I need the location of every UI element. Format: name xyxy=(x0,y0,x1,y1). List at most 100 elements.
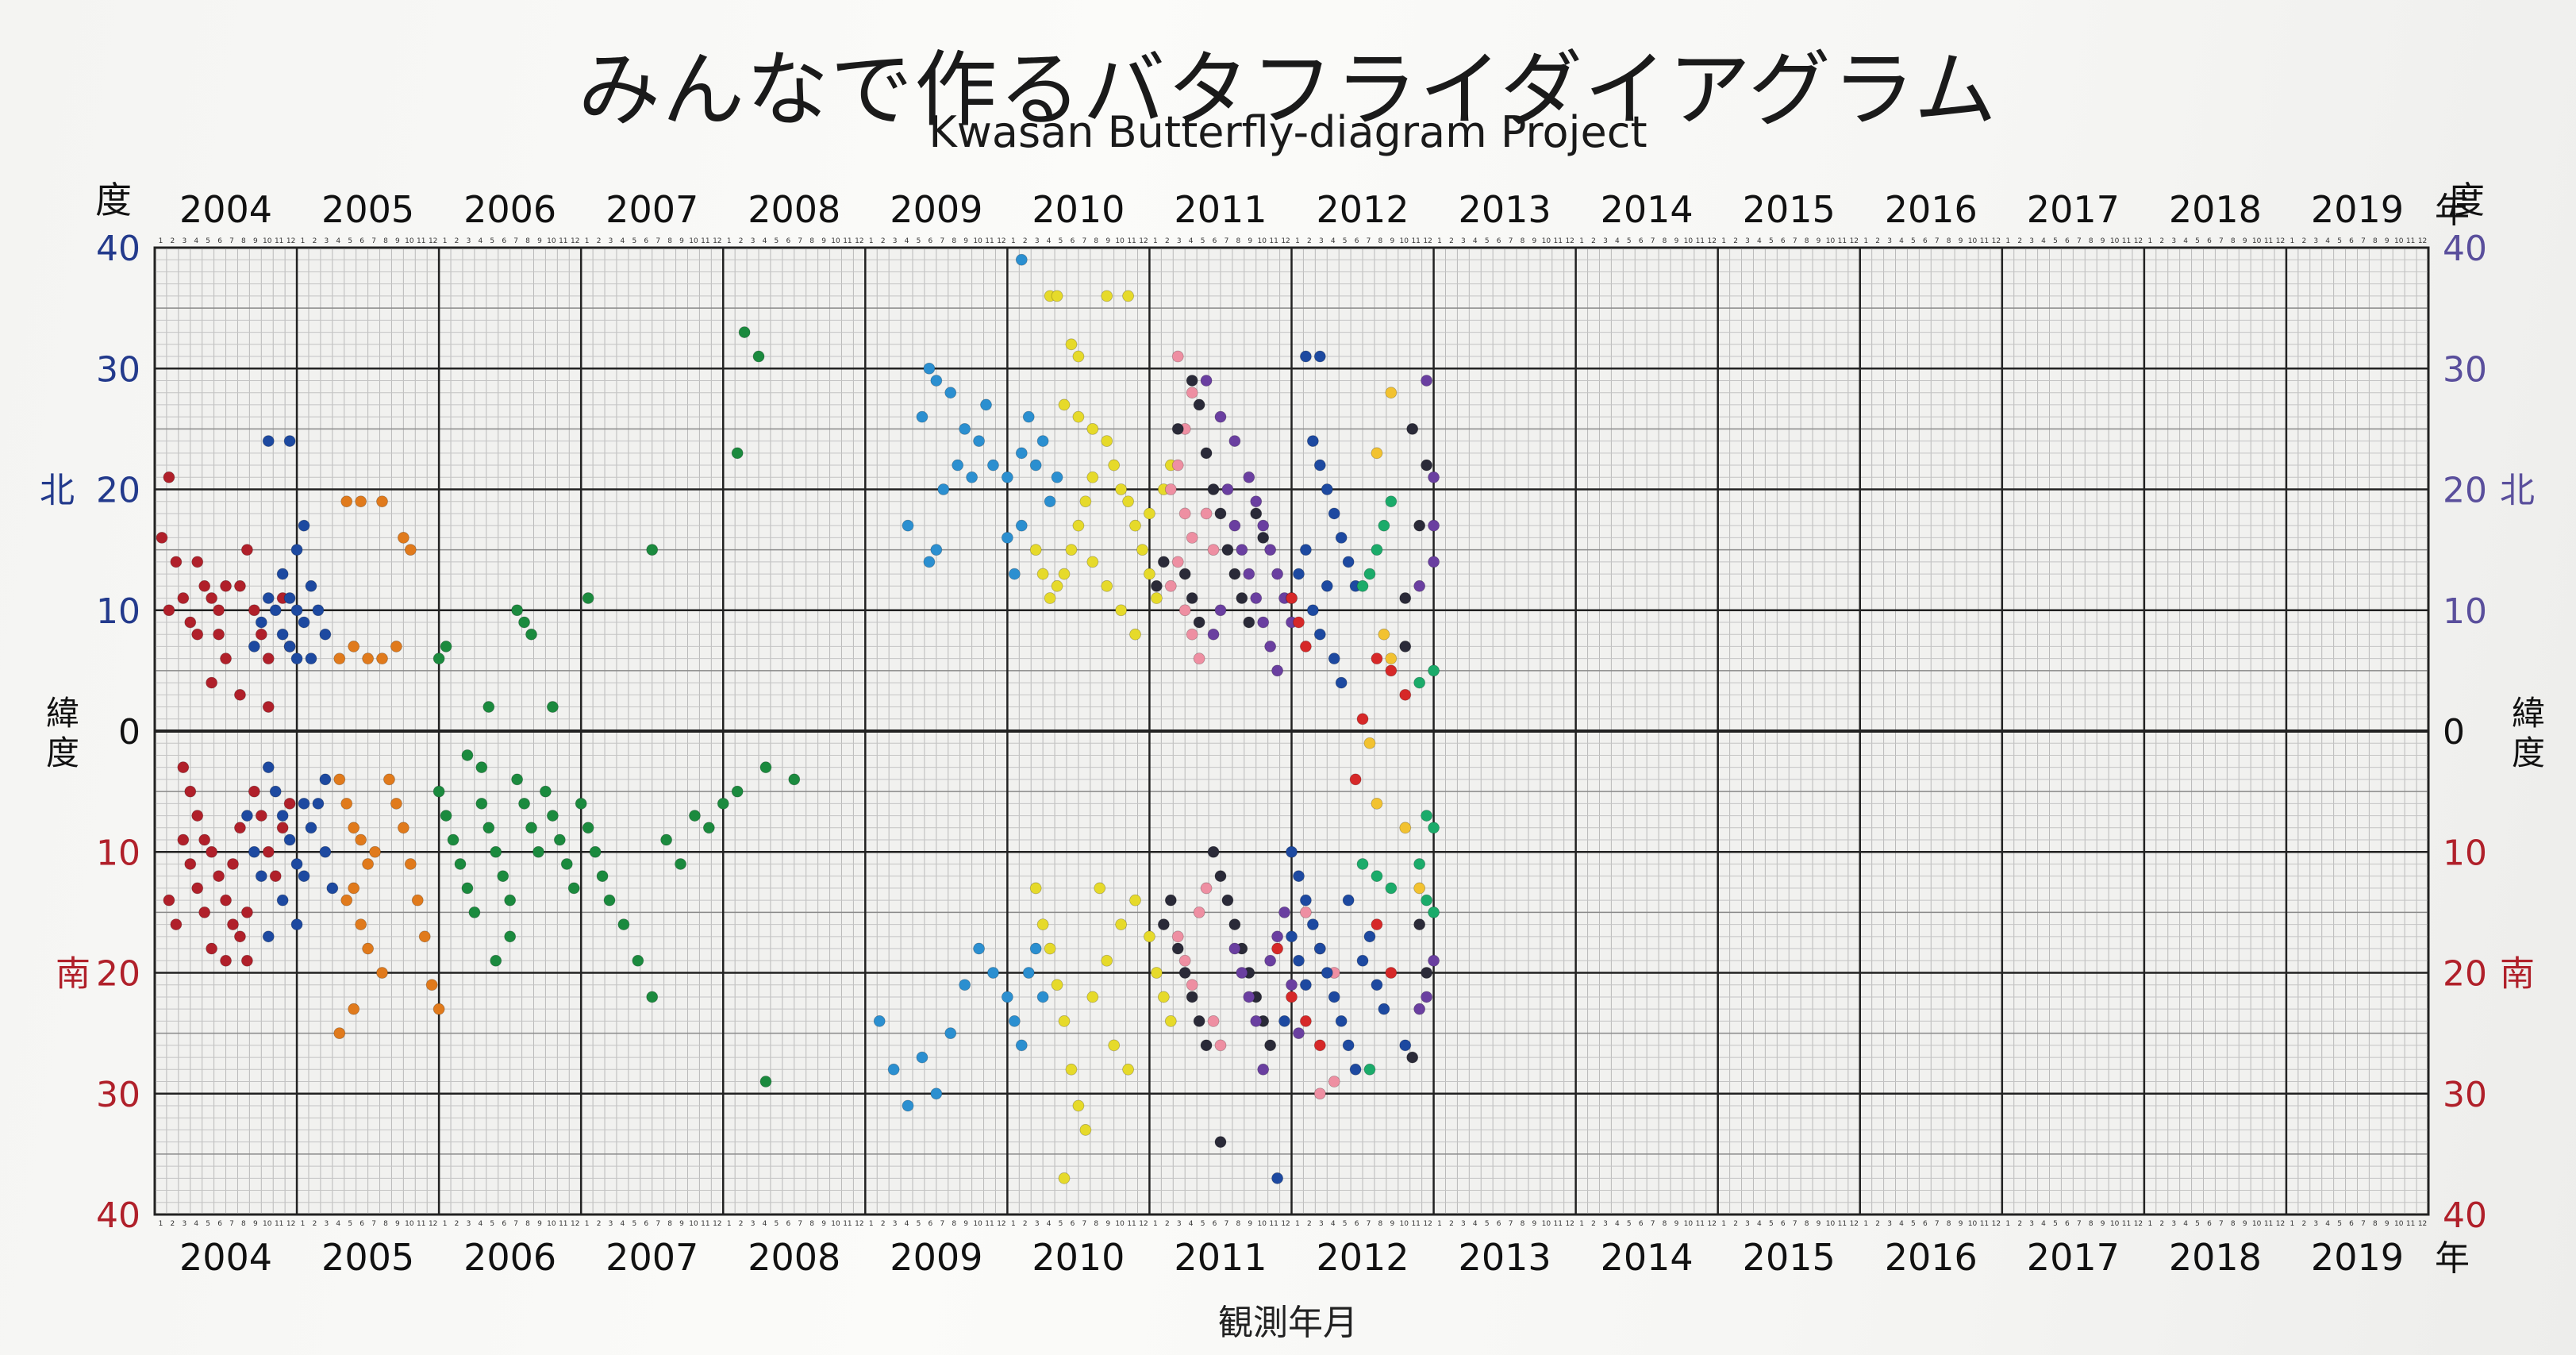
month-tick-label: 8 xyxy=(1947,237,1951,245)
month-tick-label: 3 xyxy=(1319,1220,1324,1228)
month-tick-label: 6 xyxy=(359,1220,364,1228)
sunspot-dot xyxy=(1371,544,1383,556)
sunspot-dot xyxy=(1065,1063,1078,1076)
sunspot-dot xyxy=(1399,1039,1412,1052)
month-tick-label: 4 xyxy=(478,1220,483,1228)
sunspot-dot xyxy=(1271,568,1283,580)
sunspot-dot xyxy=(1349,1063,1362,1076)
sunspot-dot xyxy=(1257,532,1270,544)
month-tick-label: 2 xyxy=(1733,237,1738,245)
sunspot-dot xyxy=(177,833,190,846)
month-tick-label: 4 xyxy=(2041,1220,2046,1228)
month-tick-label: 7 xyxy=(1509,237,1513,245)
sunspot-dot xyxy=(952,459,964,472)
sunspot-dot xyxy=(440,641,452,652)
sunspot-dot xyxy=(1214,870,1227,883)
year-label-bottom: 2017 xyxy=(2027,1236,2120,1279)
sunspot-dot xyxy=(646,544,659,556)
month-tick-label: 12 xyxy=(713,1220,721,1228)
sunspot-dot xyxy=(1086,991,1099,1003)
sunspot-dot xyxy=(930,375,943,387)
month-tick-label: 10 xyxy=(689,237,698,245)
sunspot-dot xyxy=(1193,398,1205,411)
sunspot-dot xyxy=(312,797,325,810)
lat-tick-left: 30 xyxy=(96,349,140,390)
sunspot-dot xyxy=(156,532,168,544)
lat-tick-left: 10 xyxy=(96,833,140,873)
lat-tick-right: 40 xyxy=(2443,1195,2487,1236)
sunspot-dot xyxy=(240,544,253,556)
month-tick-label: 4 xyxy=(1331,1220,1336,1228)
month-tick-label: 2 xyxy=(1023,1220,1028,1228)
month-tick-label: 11 xyxy=(2122,237,2131,245)
year-label-bottom: 2018 xyxy=(2169,1236,2262,1279)
month-tick-label: 12 xyxy=(997,237,1005,245)
sunspot-dot xyxy=(575,797,587,810)
month-ticks-top: 1 2 3 4 5 6 7 8 9 10 11 12 1 2 3 4 5 6 7 8 9 10 11 12 1 2 3 4 5 6 7 8 9 1… xyxy=(159,237,2428,245)
sunspot-dot xyxy=(177,761,190,774)
month-tick-label: 6 xyxy=(1923,1220,1928,1228)
sunspot-dot xyxy=(1378,519,1390,532)
month-tick-label: 2 xyxy=(597,237,602,245)
sunspot-dot xyxy=(404,858,417,870)
sunspot-dot xyxy=(504,894,517,907)
month-tick-label: 2 xyxy=(2301,237,2306,245)
month-tick-label: 5 xyxy=(632,237,636,245)
sunspot-dot xyxy=(1371,797,1383,810)
sunspot-dot xyxy=(362,858,374,870)
sunspot-dot xyxy=(980,398,992,411)
sunspot-dot xyxy=(916,1051,929,1064)
month-tick-label: 9 xyxy=(1248,1220,1252,1228)
month-tick-label: 6 xyxy=(217,1220,222,1228)
sunspot-dot xyxy=(1313,1087,1326,1100)
sunspot-dot xyxy=(1271,942,1283,955)
lat-labels-right: 40 30 20 10 0 10 20 30 40 xyxy=(2443,229,2487,1236)
sunspot-dot xyxy=(1399,688,1412,701)
month-tick-label: 1 xyxy=(2147,1220,2152,1228)
month-tick-label: 7 xyxy=(2219,237,2224,245)
sunspot-dot xyxy=(873,1015,886,1027)
sunspot-dot xyxy=(290,604,303,617)
month-tick-label: 3 xyxy=(2171,1220,2176,1228)
sunspot-dot xyxy=(227,858,239,870)
sunspot-dot xyxy=(589,845,602,858)
month-tick-label: 8 xyxy=(1236,237,1240,245)
sunspot-dot xyxy=(1115,604,1128,617)
month-tick-label: 11 xyxy=(1127,237,1136,245)
month-tick-label: 5 xyxy=(2195,237,2200,245)
sunspot-dot xyxy=(1421,810,1433,822)
month-tick-label: 3 xyxy=(1603,237,1608,245)
month-tick-label: 3 xyxy=(1319,237,1324,245)
year-label-bottom: 2013 xyxy=(1459,1236,1551,1279)
sunspot-dot xyxy=(1363,930,1376,943)
month-tick-label: 9 xyxy=(1248,237,1252,245)
month-tick-label: 6 xyxy=(929,1220,933,1228)
sunspot-dot xyxy=(944,387,957,399)
south-label-left: 南 xyxy=(56,954,90,995)
sunspot-dot xyxy=(788,773,801,786)
sunspot-dot xyxy=(1150,967,1163,979)
month-tick-label: 11 xyxy=(701,1220,709,1228)
sunspot-dot xyxy=(1058,568,1071,580)
sunspot-dot xyxy=(1200,882,1213,895)
month-tick-label: 11 xyxy=(559,237,567,245)
month-tick-label: 1 xyxy=(2147,237,2152,245)
month-tick-label: 11 xyxy=(2264,237,2273,245)
month-tick-label: 5 xyxy=(1343,1220,1348,1228)
sunspot-dot xyxy=(1122,1063,1134,1076)
month-tick-label: 6 xyxy=(1213,237,1217,245)
month-tick-label: 6 xyxy=(1355,1220,1359,1228)
month-tick-label: 6 xyxy=(644,1220,648,1228)
sunspot-dot xyxy=(298,616,310,629)
sunspot-dot xyxy=(234,822,246,834)
sunspot-dot xyxy=(305,822,317,834)
month-tick-label: 9 xyxy=(1532,237,1537,245)
sunspot-dot xyxy=(1086,471,1099,483)
month-tick-label: 10 xyxy=(2110,1220,2120,1228)
sunspot-dot xyxy=(1278,1015,1290,1027)
sunspot-dot xyxy=(220,579,232,592)
sunspot-dot xyxy=(1044,942,1056,955)
lat-tick-left: 0 xyxy=(118,712,140,753)
sunspot-dot xyxy=(220,652,232,665)
sunspot-dot xyxy=(240,810,253,822)
